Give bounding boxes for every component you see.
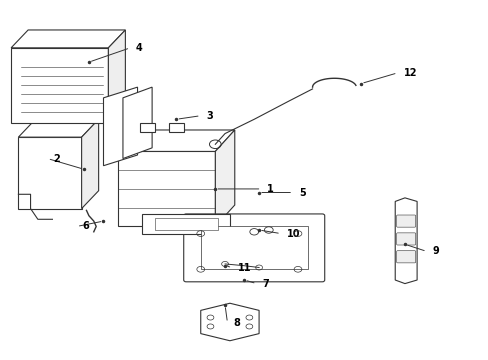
Text: 1: 1 bbox=[267, 184, 274, 194]
FancyBboxPatch shape bbox=[140, 123, 154, 132]
Polygon shape bbox=[201, 303, 259, 341]
FancyBboxPatch shape bbox=[142, 214, 229, 234]
FancyBboxPatch shape bbox=[396, 233, 415, 245]
Text: 8: 8 bbox=[233, 318, 240, 328]
Text: 3: 3 bbox=[206, 111, 213, 121]
Text: 9: 9 bbox=[432, 247, 439, 256]
FancyBboxPatch shape bbox=[154, 217, 217, 230]
Polygon shape bbox=[19, 119, 99, 137]
Text: 6: 6 bbox=[82, 221, 89, 231]
Polygon shape bbox=[103, 87, 137, 166]
FancyBboxPatch shape bbox=[201, 226, 307, 269]
FancyBboxPatch shape bbox=[169, 123, 183, 132]
Polygon shape bbox=[11, 30, 125, 48]
FancyBboxPatch shape bbox=[396, 251, 415, 263]
Text: 10: 10 bbox=[286, 229, 300, 239]
Text: 5: 5 bbox=[298, 188, 305, 198]
Text: 12: 12 bbox=[403, 68, 416, 78]
Polygon shape bbox=[81, 119, 99, 208]
Polygon shape bbox=[108, 30, 125, 123]
Polygon shape bbox=[118, 130, 234, 152]
FancyBboxPatch shape bbox=[183, 214, 324, 282]
FancyBboxPatch shape bbox=[396, 215, 415, 227]
FancyBboxPatch shape bbox=[19, 137, 81, 208]
Polygon shape bbox=[215, 130, 234, 226]
FancyBboxPatch shape bbox=[11, 48, 108, 123]
Text: 7: 7 bbox=[262, 279, 269, 289]
Text: 4: 4 bbox=[136, 43, 142, 53]
Polygon shape bbox=[122, 87, 152, 158]
Text: 2: 2 bbox=[53, 154, 60, 163]
FancyBboxPatch shape bbox=[118, 152, 215, 226]
Text: 11: 11 bbox=[238, 262, 251, 273]
Polygon shape bbox=[394, 198, 416, 284]
